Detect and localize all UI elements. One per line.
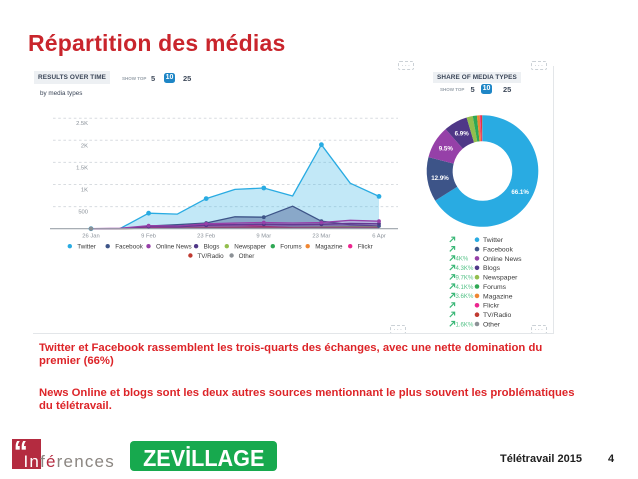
- svg-text:12.9%: 12.9%: [431, 175, 449, 182]
- svg-text:4.3K%: 4.3K%: [456, 266, 474, 272]
- svg-text:4.1K%: 4.1K%: [456, 285, 474, 291]
- svg-text:1K: 1K: [81, 188, 88, 194]
- svg-text:Magazine: Magazine: [483, 293, 513, 300]
- svg-text:Flickr: Flickr: [483, 303, 500, 310]
- svg-text:1.5K: 1.5K: [76, 165, 88, 171]
- svg-text:Magazine: Magazine: [315, 244, 343, 251]
- svg-text:Facebook: Facebook: [115, 244, 144, 251]
- svg-text:Forums: Forums: [483, 284, 507, 291]
- svg-text:Twitter: Twitter: [483, 237, 504, 244]
- svg-text:3.6K%: 3.6K%: [456, 294, 474, 300]
- svg-text:1.6K%: 1.6K%: [456, 322, 474, 328]
- svg-text:9 Feb: 9 Feb: [141, 234, 156, 240]
- svg-text:66.1%: 66.1%: [511, 189, 529, 196]
- svg-text:Online News: Online News: [156, 244, 192, 251]
- svg-text:Other: Other: [239, 253, 255, 260]
- svg-text:9.7K%: 9.7K%: [456, 276, 474, 282]
- svg-text:500: 500: [78, 210, 88, 216]
- svg-text:23 Feb: 23 Feb: [197, 234, 215, 240]
- svg-text:TV/Radio: TV/Radio: [483, 312, 512, 319]
- svg-text:Forums: Forums: [280, 244, 301, 251]
- svg-text:4K%: 4K%: [456, 257, 469, 263]
- svg-text:Other: Other: [483, 321, 501, 328]
- svg-text:26 Jan: 26 Jan: [82, 234, 99, 240]
- svg-text:2K: 2K: [81, 143, 88, 149]
- svg-text:9 Mar: 9 Mar: [256, 234, 271, 240]
- svg-text:Facebook: Facebook: [483, 247, 513, 254]
- svg-text:Newspaper: Newspaper: [483, 275, 518, 282]
- svg-text:2.5K: 2.5K: [76, 121, 88, 127]
- svg-text:Flickr: Flickr: [358, 244, 373, 251]
- svg-text:6 Apr: 6 Apr: [372, 234, 386, 240]
- svg-text:9.5%: 9.5%: [439, 146, 454, 153]
- svg-text:Blogs: Blogs: [483, 265, 501, 272]
- svg-text:6.9%: 6.9%: [455, 131, 470, 138]
- svg-text:Blogs: Blogs: [204, 244, 220, 251]
- svg-text:Newspaper: Newspaper: [234, 244, 266, 251]
- svg-text:TV/Radio: TV/Radio: [197, 253, 224, 260]
- svg-text:23 Mar: 23 Mar: [312, 234, 330, 240]
- svg-text:Online News: Online News: [483, 256, 522, 263]
- svg-text:Twitter: Twitter: [77, 244, 96, 251]
